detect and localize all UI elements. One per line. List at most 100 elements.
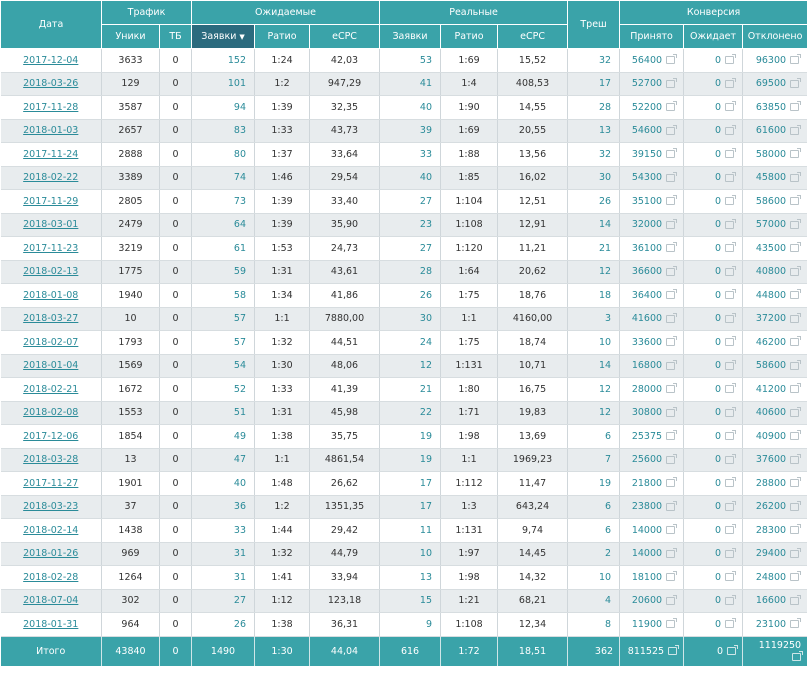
accepted-value[interactable]: 18100	[631, 571, 663, 583]
external-link-icon[interactable]	[666, 336, 678, 347]
external-link-icon[interactable]	[725, 101, 737, 112]
external-link-icon[interactable]	[666, 571, 678, 582]
requests-real-cell[interactable]: 23	[379, 213, 442, 237]
accepted-value[interactable]: 36100	[631, 242, 663, 254]
rejected-value[interactable]: 23100	[755, 618, 787, 630]
rejected-value[interactable]: 63850	[755, 101, 787, 113]
col-trash-header[interactable]: Треш	[567, 0, 621, 49]
requests-real-cell[interactable]: 27	[379, 189, 442, 214]
waiting-value[interactable]: 0	[715, 101, 722, 113]
rejected-value[interactable]: 46200	[755, 336, 787, 348]
external-link-icon[interactable]	[666, 594, 678, 605]
date-link[interactable]: 2017-12-06	[23, 430, 79, 442]
external-link-icon[interactable]	[727, 645, 739, 655]
rejected-value[interactable]: 40900	[755, 430, 787, 442]
date-link[interactable]: 2018-03-28	[23, 454, 79, 466]
waiting-value[interactable]: 0	[715, 548, 722, 560]
date-link[interactable]: 2018-03-23	[23, 501, 79, 513]
requests-cell[interactable]: 57	[191, 330, 256, 355]
rejected-value[interactable]: 96300	[755, 54, 787, 66]
external-link-icon[interactable]	[725, 336, 737, 347]
external-link-icon[interactable]	[666, 383, 678, 394]
rejected-value[interactable]: 57000	[755, 219, 787, 231]
col-uniques-header[interactable]: Уники	[101, 24, 160, 49]
rejected-value[interactable]: 69500	[755, 78, 787, 90]
accepted-value[interactable]: 14000	[631, 524, 663, 536]
requests-real-cell[interactable]: 13	[379, 565, 442, 590]
requests-real-cell[interactable]: 19	[379, 424, 442, 449]
waiting-value[interactable]: 0	[715, 289, 722, 301]
requests-cell[interactable]: 47	[191, 448, 256, 472]
external-link-icon[interactable]	[666, 218, 678, 229]
accepted-value[interactable]: 33600	[631, 336, 663, 348]
trash-cell[interactable]: 18	[567, 283, 621, 308]
accepted-value[interactable]: 14000	[631, 548, 663, 560]
col-ecpc-exp-header[interactable]: eCPC	[309, 24, 381, 49]
external-link-icon[interactable]	[790, 383, 802, 394]
requests-cell[interactable]: 36	[191, 495, 256, 519]
external-link-icon[interactable]	[725, 477, 737, 488]
requests-real-cell[interactable]: 15	[379, 589, 442, 613]
requests-cell[interactable]: 51	[191, 401, 256, 425]
external-link-icon[interactable]	[725, 383, 737, 394]
date-link[interactable]: 2018-02-08	[23, 407, 79, 419]
external-link-icon[interactable]	[725, 547, 737, 558]
requests-cell[interactable]: 58	[191, 283, 256, 308]
trash-cell[interactable]: 32	[567, 48, 621, 73]
waiting-value[interactable]: 0	[715, 618, 722, 630]
col-ratio-exp-header[interactable]: Ратио	[254, 24, 311, 49]
requests-real-cell[interactable]: 11	[379, 518, 442, 543]
waiting-value[interactable]: 0	[715, 266, 722, 278]
requests-real-cell[interactable]: 40	[379, 166, 442, 190]
external-link-icon[interactable]	[725, 406, 737, 417]
requests-real-cell[interactable]: 39	[379, 119, 442, 143]
rejected-value[interactable]: 40800	[755, 266, 787, 278]
accepted-value[interactable]: 25600	[631, 454, 663, 466]
requests-cell[interactable]: 64	[191, 213, 256, 237]
external-link-icon[interactable]	[725, 453, 737, 464]
date-link[interactable]: 2017-11-29	[23, 195, 79, 207]
requests-cell[interactable]: 31	[191, 542, 256, 566]
requests-cell[interactable]: 57	[191, 307, 256, 331]
external-link-icon[interactable]	[790, 524, 802, 535]
requests-real-cell[interactable]: 12	[379, 354, 442, 378]
trash-cell[interactable]: 12	[567, 377, 621, 402]
external-link-icon[interactable]	[725, 500, 737, 511]
rejected-value[interactable]: 28300	[755, 524, 787, 536]
rejected-value[interactable]: 58000	[755, 148, 787, 160]
requests-real-cell[interactable]: 33	[379, 142, 442, 167]
waiting-value[interactable]: 0	[715, 242, 722, 254]
external-link-icon[interactable]	[725, 571, 737, 582]
external-link-icon[interactable]	[790, 148, 802, 159]
external-link-icon[interactable]	[668, 645, 680, 655]
trash-cell[interactable]: 21	[567, 236, 621, 261]
trash-cell[interactable]: 13	[567, 119, 621, 143]
requests-cell[interactable]: 33	[191, 518, 256, 543]
external-link-icon[interactable]	[725, 242, 737, 253]
accepted-value[interactable]: 35100	[631, 195, 663, 207]
external-link-icon[interactable]	[725, 195, 737, 206]
rejected-value[interactable]: 16600	[755, 595, 787, 607]
accepted-value[interactable]: 54300	[631, 172, 663, 184]
requests-cell[interactable]: 101	[191, 72, 256, 96]
requests-cell[interactable]: 26	[191, 612, 256, 637]
rejected-value[interactable]: 43500	[755, 242, 787, 254]
col-tb-header[interactable]: ТБ	[158, 24, 193, 49]
date-link[interactable]: 2017-11-28	[23, 101, 79, 113]
trash-cell[interactable]: 6	[567, 495, 621, 519]
date-link[interactable]: 2018-03-26	[23, 78, 79, 90]
external-link-icon[interactable]	[666, 430, 678, 441]
external-link-icon[interactable]	[725, 594, 737, 605]
rejected-value[interactable]: 45800	[755, 172, 787, 184]
rejected-value[interactable]: 24800	[755, 571, 787, 583]
external-link-icon[interactable]	[666, 289, 678, 300]
external-link-icon[interactable]	[790, 571, 802, 582]
waiting-value[interactable]: 0	[715, 430, 722, 442]
requests-real-cell[interactable]: 9	[379, 612, 442, 637]
rejected-value[interactable]: 37600	[755, 454, 787, 466]
trash-cell[interactable]: 14	[567, 354, 621, 378]
external-link-icon[interactable]	[725, 289, 737, 300]
date-link[interactable]: 2017-12-04	[23, 54, 79, 66]
external-link-icon[interactable]	[790, 289, 802, 300]
trash-cell[interactable]: 3	[567, 307, 621, 331]
